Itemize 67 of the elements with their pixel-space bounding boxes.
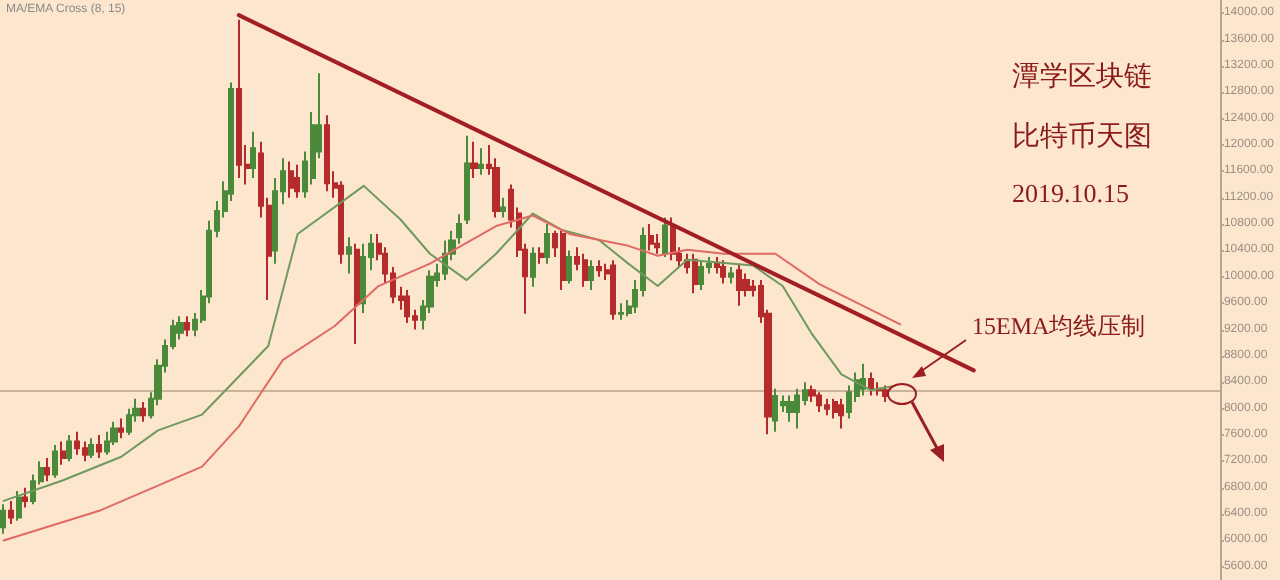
candlestick xyxy=(772,387,778,433)
candlestick xyxy=(742,272,750,298)
candlestick xyxy=(66,434,72,463)
candlestick xyxy=(478,147,484,176)
candlestick xyxy=(544,223,550,265)
candlestick xyxy=(596,259,602,278)
candlestick xyxy=(104,430,110,456)
candlestick xyxy=(736,262,742,307)
candlestick xyxy=(470,140,478,179)
candlestick xyxy=(74,430,80,456)
candlestick xyxy=(692,252,698,295)
candlestick xyxy=(250,130,256,179)
candlestick xyxy=(832,397,838,420)
candlestick xyxy=(588,259,594,291)
candlestick xyxy=(860,362,866,397)
candlestick xyxy=(610,259,616,321)
candlestick xyxy=(360,242,366,315)
candlestick xyxy=(184,315,190,338)
candlestick xyxy=(786,394,794,423)
candlestick xyxy=(126,407,132,436)
candlestick xyxy=(882,384,888,404)
line-series xyxy=(2,214,902,542)
candlestick xyxy=(698,259,704,291)
annotation: 潭学区块链 xyxy=(1012,61,1152,93)
candlestick xyxy=(88,437,94,460)
candlestick xyxy=(8,499,14,525)
candlestick xyxy=(60,440,66,466)
candlestick xyxy=(294,163,300,199)
candlestick xyxy=(654,232,660,255)
candlestick xyxy=(44,457,50,483)
candlestick xyxy=(582,252,588,288)
annotation: 15EMA均线压制 xyxy=(972,312,1146,340)
candlestick xyxy=(16,490,22,522)
candlestick xyxy=(794,387,800,430)
candlestick xyxy=(288,160,294,199)
candlestick xyxy=(176,315,184,341)
candlestick xyxy=(140,401,146,423)
annotation: 2019.10.15 xyxy=(1012,178,1129,208)
candlestick xyxy=(22,486,28,509)
candlestick xyxy=(566,249,572,285)
candlestick xyxy=(324,114,330,193)
candlestick xyxy=(500,196,506,219)
candlestick xyxy=(808,384,816,404)
candlestick xyxy=(236,18,242,179)
candlestick xyxy=(648,223,654,252)
candlestick xyxy=(404,289,410,324)
candlestick xyxy=(560,229,566,291)
candlestick xyxy=(816,391,822,413)
annotation: 比特币天图 xyxy=(1012,121,1152,153)
candlestick xyxy=(96,434,102,460)
candlestick xyxy=(464,134,470,226)
candlestick xyxy=(0,503,6,535)
candlestick xyxy=(618,302,624,321)
candlestick xyxy=(346,236,352,275)
candlestick xyxy=(728,265,734,285)
candlestick xyxy=(118,417,124,440)
candlestick xyxy=(662,216,668,259)
candlestick xyxy=(530,246,536,288)
candlestick xyxy=(52,443,58,479)
candlestick xyxy=(82,440,88,463)
candlestick xyxy=(868,371,874,397)
candlestick xyxy=(714,256,720,275)
candlestick xyxy=(538,246,544,265)
candlestick xyxy=(824,397,830,417)
candlestick xyxy=(720,259,726,285)
candlestick xyxy=(838,397,844,430)
candlestick xyxy=(354,242,360,346)
